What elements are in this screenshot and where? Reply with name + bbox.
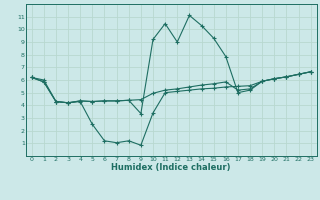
X-axis label: Humidex (Indice chaleur): Humidex (Indice chaleur) <box>111 163 231 172</box>
